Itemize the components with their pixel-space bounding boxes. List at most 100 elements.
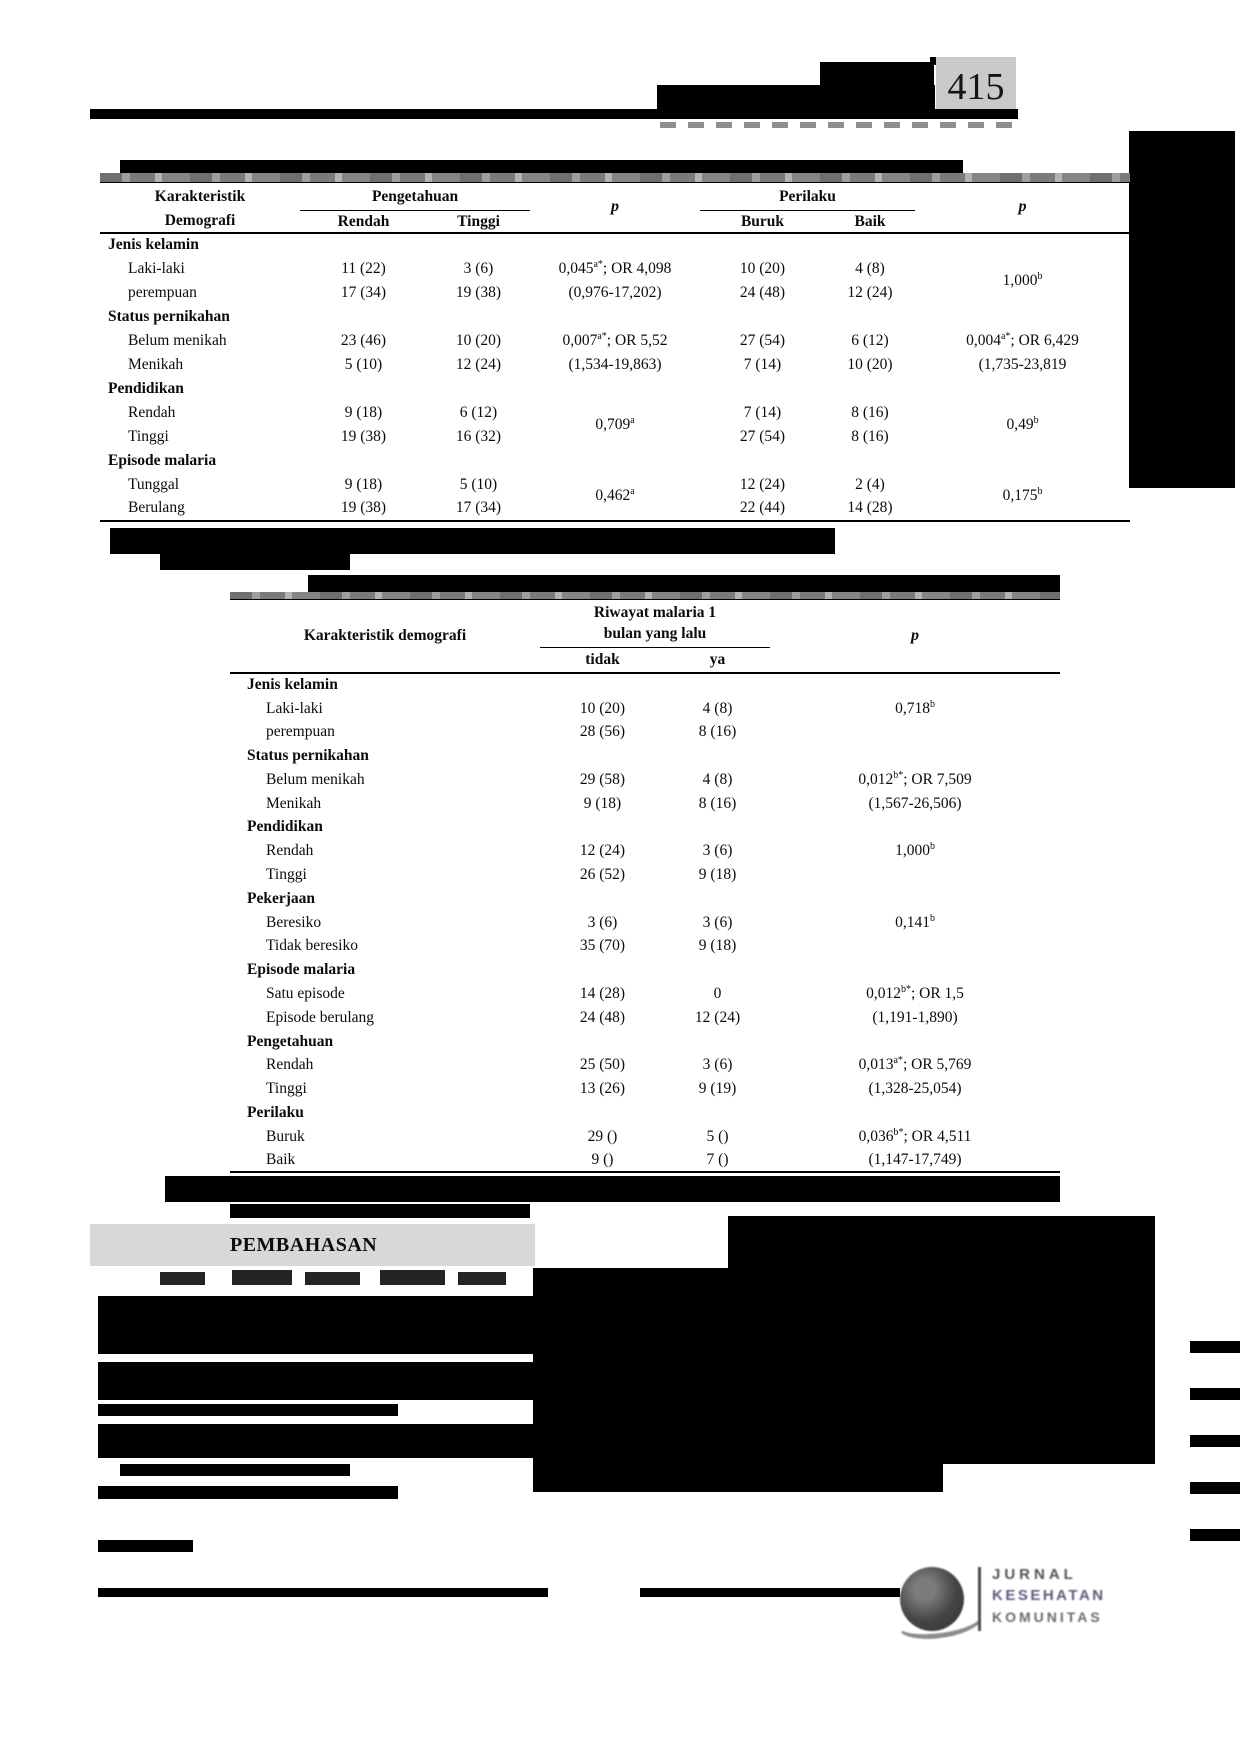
table-cell: 22 (44) — [739, 499, 786, 517]
redacted-text-block — [728, 1216, 1155, 1272]
redacted-text-block — [1190, 1388, 1240, 1400]
table1-group-behavior: Perilaku — [700, 182, 915, 211]
table-row: Perilaku — [230, 1101, 1060, 1125]
table-cell — [770, 720, 1060, 744]
table-cell: 19 (38) — [340, 499, 387, 517]
table-cell: 9 (19) — [698, 1080, 737, 1098]
table-cell: Rendah — [266, 1056, 314, 1074]
redacted-text-block — [1190, 1529, 1240, 1541]
table-cell: 3 (6) — [702, 842, 733, 860]
table-cell: 0,718b — [895, 698, 935, 717]
redacted-text-block — [110, 528, 835, 554]
table-cell: 16 (32) — [455, 427, 502, 445]
table-cell: (1,147-17,749) — [868, 1151, 962, 1169]
table-cell: (1,735-23,819 — [978, 355, 1067, 373]
table-cell: 14 (28) — [579, 985, 626, 1003]
table-cell: 0,709a — [595, 414, 635, 433]
table-row: Belum menikah 29 (58) 4 (8) 0,012b*; OR 7,5… — [230, 768, 1060, 792]
redacted-text-fragment — [232, 1270, 292, 1285]
table-cell: Belum menikah — [266, 770, 365, 788]
table-cell: (1,328-25,054) — [868, 1080, 962, 1098]
table-cell: 9 (18) — [344, 403, 383, 421]
redacted-text-block — [657, 85, 935, 111]
table-cell: 10 (20) — [579, 699, 626, 717]
table-cell: 0,004a*; OR 6,429 — [966, 330, 1079, 349]
table-row: Jenis kelamin — [230, 673, 1060, 697]
table-row: Tinggi 26 (52) 9 (18) — [230, 863, 1060, 887]
globe-icon — [900, 1567, 964, 1631]
table1-col-high: Tinggi — [427, 210, 530, 234]
table-cell: Laki-laki — [128, 259, 185, 277]
redacted-text-block — [1190, 1435, 1240, 1447]
table-cell: 29 () — [587, 1127, 618, 1145]
table-cell: Tinggi — [266, 866, 307, 884]
table-cell: 9 (18) — [583, 794, 622, 812]
table-cell: Berulang — [128, 499, 185, 517]
redacted-text-block — [98, 1362, 545, 1400]
table-cell: 7 (14) — [743, 355, 782, 373]
table-cell: 4 (8) — [702, 770, 733, 788]
table2-group-history-line1: Riwayat malaria 1 — [593, 603, 717, 621]
table-cell: 6 (12) — [459, 403, 498, 421]
table1-col-good: Baik — [825, 210, 915, 234]
table-cell: (0,976-17,202) — [568, 283, 662, 301]
redacted-text-block — [98, 1540, 193, 1552]
table-cell: 6 (12) — [851, 331, 889, 349]
table1-col-low: Rendah — [300, 210, 427, 234]
page-number-box: 415 — [936, 57, 1016, 117]
table-cell: 12 (24) — [579, 842, 626, 860]
table-cell: 8 (16) — [698, 794, 737, 812]
table1-col-label-line1: Karakteristik — [154, 188, 246, 206]
table-cell: Tinggi — [128, 427, 169, 445]
table-row: Status pernikahan — [230, 744, 1060, 768]
table-row: Rendah 25 (50) 3 (6) 0,013a*; OR 5,769 — [230, 1053, 1060, 1077]
table-cell: 12 (24) — [694, 1008, 741, 1026]
table-cell: 0,036b*; OR 4,511 — [858, 1126, 972, 1145]
table-row: Jenis kelamin — [100, 233, 1130, 257]
table-cell: 29 (58) — [579, 770, 626, 788]
table-cell — [770, 934, 1060, 958]
table-cell: Baik — [266, 1151, 296, 1169]
redacted-text-block — [98, 1486, 398, 1499]
table-cell: 0,462a — [595, 486, 635, 505]
table-cell: 11 (22) — [341, 259, 386, 277]
table-row: perempuan 28 (56) 8 (16) — [230, 720, 1060, 744]
table1-body: Jenis kelamin Laki-laki 11 (22) 3 (6) 0,045a… — [100, 233, 1130, 521]
table-group-label: Status pernikahan — [247, 747, 369, 765]
table-cell: 0,012b*; OR 1,5 — [866, 983, 964, 1003]
redacted-text-block — [98, 1424, 545, 1458]
table-cell: 17 (34) — [455, 499, 502, 517]
table-cell: 14 (28) — [847, 499, 893, 517]
table-cell: 8 (16) — [851, 403, 889, 421]
table-cell: Beresiko — [266, 913, 322, 931]
table-row: Menikah 5 (10) 12 (24) (1,534-19,863) 7 (14)… — [100, 353, 1130, 377]
redacted-text-fragment — [305, 1272, 360, 1285]
redacted-text-block — [308, 575, 1060, 592]
table-group-label: Pekerjaan — [247, 889, 316, 907]
table-row: Episode berulang 24 (48) 12 (24) (1,191-1,8… — [230, 1006, 1060, 1030]
table-cell: 25 (50) — [579, 1056, 626, 1074]
table-row: Buruk 29 () 5 () 0,036b*; OR 4,511 — [230, 1125, 1060, 1149]
table-cell: 24 (48) — [739, 283, 786, 301]
table-group-label: Episode malaria — [247, 961, 356, 979]
table-cell: 27 (54) — [739, 331, 786, 349]
table-cell: 19 (38) — [455, 283, 502, 301]
table-cell: Tunggal — [128, 475, 180, 493]
table-cell: 9 (18) — [698, 937, 737, 955]
table-cell — [770, 863, 1060, 887]
table-cell: Laki-laki — [266, 699, 323, 717]
table-cell: 0,007a*; OR 5,52 — [562, 330, 668, 349]
redacted-text-fragment — [380, 1270, 445, 1285]
table-cell: Tidak beresiko — [266, 937, 358, 955]
table-row: Satu episode 14 (28) 0 0,012b*; OR 1,5 — [230, 982, 1060, 1006]
scan-artifact-band — [230, 592, 1060, 599]
table-cell: 4 (8) — [855, 259, 885, 277]
table-cell: 4 (8) — [702, 699, 733, 717]
table-cell: 0,045a*; OR 4,098 — [558, 258, 672, 277]
table-cell: 5 () — [706, 1127, 729, 1145]
table-row: Tunggal 9 (18) 5 (10) 0,462a 12 (24) 2 (4) 0,1… — [100, 473, 1130, 505]
table-row: Episode malaria — [230, 958, 1060, 982]
table-cell: 12 (24) — [455, 355, 502, 373]
table-cell: 3 (6) — [702, 913, 733, 931]
table-cell: 23 (46) — [340, 331, 387, 349]
